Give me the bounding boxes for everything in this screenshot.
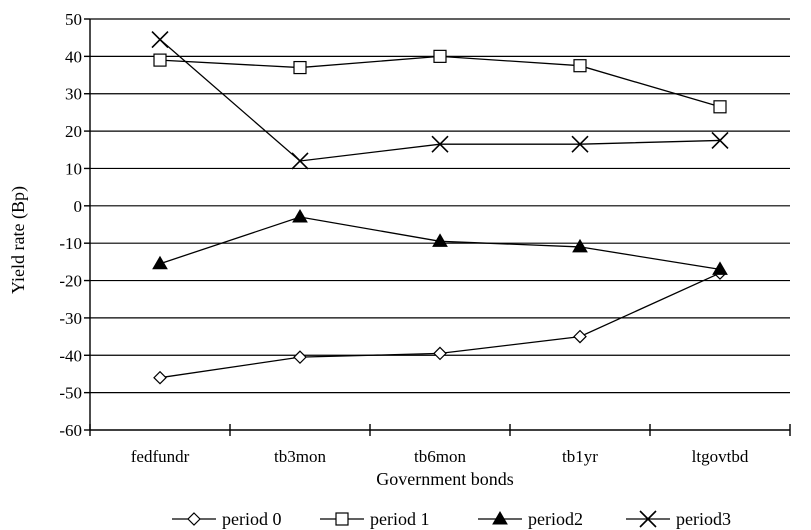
gridlines [90, 18, 790, 394]
y-tick-label: 20 [65, 122, 82, 141]
y-tick-label: -30 [59, 309, 82, 328]
data-point-1-3 [573, 59, 587, 73]
y-tick-label: -20 [59, 272, 82, 291]
y-tick-labels: 50 40 30 20 10 0 -10 -20 -30 -40 -50 -60 [59, 10, 82, 440]
series-line-1 [159, 55, 721, 108]
data-point-1-0 [153, 53, 167, 67]
data-point-2-2 [432, 233, 448, 247]
legend-marker-3 [639, 510, 657, 528]
data-point-0-3 [573, 329, 587, 344]
y-tick-label: -10 [59, 234, 82, 253]
y-tick-label: -50 [59, 384, 82, 403]
series-0 [153, 266, 727, 385]
series-1 [153, 49, 727, 114]
y-tick-label: -40 [59, 346, 82, 365]
data-point-3-1 [291, 152, 309, 170]
legend-item-2: period2 [478, 509, 583, 529]
legend-item-1: period 1 [320, 509, 429, 529]
data-point-3-2 [431, 135, 449, 153]
data-point-3-3 [571, 135, 589, 153]
x-tick-label-ltgovtbd: ltgovtbd [692, 447, 749, 466]
y-tick-label: 10 [65, 159, 82, 178]
data-point-0-2 [433, 346, 447, 361]
legend-label-3: period3 [676, 509, 731, 529]
series [151, 30, 729, 385]
data-point-2-3 [572, 238, 588, 253]
data-point-3-4 [711, 131, 729, 149]
data-point-2-4 [712, 261, 728, 275]
legend-label-1: period 1 [370, 509, 429, 529]
legend-marker-1 [335, 512, 349, 526]
series-2 [152, 209, 728, 275]
data-point-0-1 [293, 350, 307, 364]
y-tick-label: -60 [59, 421, 82, 440]
data-point-3-0 [151, 30, 169, 49]
x-axis-label: Government bonds [376, 469, 513, 489]
legend-marker-2 [492, 511, 508, 525]
data-point-1-1 [293, 60, 307, 75]
legend-item-3: period3 [626, 509, 731, 529]
legend-item-0: period 0 [172, 509, 281, 529]
x-tick-label-tb3mon: tb3mon [274, 447, 326, 466]
legend-label-2: period2 [528, 509, 583, 529]
data-point-2-0 [152, 255, 168, 270]
legend: period 0 period 1 period2 period3 [172, 509, 731, 529]
x-tick-label-fedfundr: fedfundr [131, 447, 190, 466]
y-tick-label: 50 [65, 10, 82, 29]
series-line-0 [159, 272, 721, 379]
legend-marker-0 [187, 512, 201, 526]
axes [84, 18, 791, 436]
y-axis-label: Yield rate (Bp) [8, 186, 29, 294]
series-3 [151, 30, 729, 170]
data-point-2-1 [292, 209, 308, 223]
data-point-1-4 [713, 100, 727, 114]
legend-label-0: period 0 [222, 509, 281, 529]
data-point-0-0 [153, 370, 167, 385]
x-tick-label-tb6mon: tb6mon [414, 447, 466, 466]
data-point-1-2 [433, 49, 447, 63]
x-tick-labels: fedfundr tb3mon tb6mon tb1yr ltgovtbd [131, 447, 749, 466]
y-tick-label: 40 [65, 47, 82, 66]
y-tick-label: 30 [65, 85, 82, 104]
y-tick-label: 0 [74, 197, 83, 216]
x-tick-label-tb1yr: tb1yr [562, 447, 598, 466]
